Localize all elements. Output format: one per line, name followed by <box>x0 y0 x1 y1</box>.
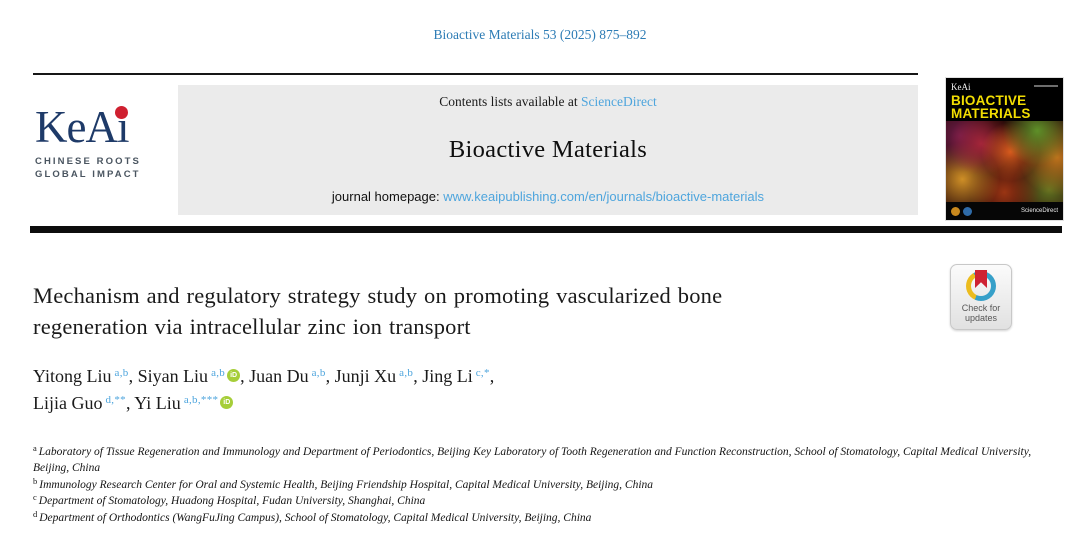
author-affiliation-superscript: a,b <box>211 367 226 379</box>
cover-keai-brand: KeAi <box>951 82 971 92</box>
keai-tagline-line2: GLOBAL IMPACT <box>35 169 141 180</box>
author-line-2: Lijia Guo d,**, Yi Liu a,b,*** iD <box>33 390 494 417</box>
check-for-updates-label: Check for updates <box>961 303 1001 323</box>
author-name: Yi Liu <box>134 393 181 413</box>
keai-tagline: CHINESE ROOTS GLOBAL IMPACT <box>35 155 180 181</box>
homepage-url-link[interactable]: www.keaipublishing.com/en/journals/bioac… <box>443 189 765 204</box>
journal-citation: Bioactive Materials 53 (2025) 875–892 <box>433 27 647 42</box>
affiliation-marker: d <box>33 508 38 519</box>
article-title: Mechanism and regulatory strategy study … <box>33 280 722 342</box>
sciencedirect-link[interactable]: ScienceDirect <box>581 94 657 109</box>
orcid-icon[interactable]: iD <box>220 396 234 409</box>
cover-badge-orange-icon <box>951 206 960 216</box>
affiliation: d Department of Orthodontics (WangFuJing … <box>33 508 1035 526</box>
header-divider-bar <box>30 226 1062 233</box>
article-title-line2: regeneration via intracellular zinc ion … <box>33 314 471 339</box>
author-affiliation-superscript: a,b <box>311 367 326 379</box>
affiliation-marker: b <box>33 475 38 486</box>
cover-badge-blue-icon <box>963 206 972 216</box>
journal-cover-thumbnail: KeAi BIOACTIVE MATERIALS ScienceDirect <box>946 78 1063 220</box>
author-affiliation-superscript: a,b,*** <box>183 394 219 406</box>
affiliation-marker: c <box>33 492 37 503</box>
affiliation-text: Laboratory of Tissue Regeneration and Im… <box>33 446 1032 475</box>
affiliation-marker: a <box>33 443 37 453</box>
affiliation: c Department of Stomatology, Huadong Hosp… <box>33 493 1035 509</box>
orcid-icon[interactable]: iD <box>227 369 241 382</box>
author-name: Juan Du <box>249 366 309 386</box>
affiliation-text: Department of Orthodontics (WangFuJing C… <box>39 511 592 524</box>
author-list: Yitong Liu a,b, Siyan Liu a,b iD, Juan Du a,… <box>33 363 494 417</box>
affiliations: a Laboratory of Tissue Regeneration and I… <box>33 444 1035 526</box>
homepage-prefix: journal homepage: <box>331 189 444 204</box>
keai-wordmark: KeAi <box>35 102 129 152</box>
cover-artwork <box>946 121 1063 202</box>
author-name: Junji Xu <box>334 366 397 386</box>
author-name: Yitong Liu <box>33 366 112 386</box>
affiliation-text: Department of Stomatology, Huadong Hospi… <box>38 495 426 508</box>
homepage-line: journal homepage: www.keaipublishing.com… <box>332 189 764 204</box>
keai-logo-red-dot-icon <box>115 106 128 119</box>
affiliation: a Laboratory of Tissue Regeneration and I… <box>33 444 1035 477</box>
contents-line: Contents lists available at ScienceDirec… <box>439 94 656 110</box>
keai-logo: KeAi CHINESE ROOTS GLOBAL IMPACT <box>35 102 180 181</box>
author-affiliation-superscript: d,** <box>105 394 126 406</box>
article-title-line1: Mechanism and regulatory strategy study … <box>33 283 723 308</box>
top-rule <box>33 73 918 75</box>
journal-title: Bioactive Materials <box>448 135 648 163</box>
journal-masthead-box: Contents lists available at ScienceDirec… <box>178 85 918 215</box>
crossmark-bookmark-icon <box>975 270 987 288</box>
check-for-updates-label-line2: updates <box>964 312 997 323</box>
affiliation: b Immunology Research Center for Oral and… <box>33 477 1035 493</box>
cover-title-line2: MATERIALS <box>951 106 1031 121</box>
cover-title: BIOACTIVE MATERIALS <box>951 93 1031 121</box>
affiliation-text: Immunology Research Center for Oral and … <box>39 478 654 491</box>
author-name: Siyan Liu <box>137 366 209 386</box>
author-name: Lijia Guo <box>33 393 103 413</box>
author-name: Jing Li <box>422 366 473 386</box>
author-affiliation-superscript: c,* <box>475 367 490 379</box>
author-affiliation-superscript: a,b <box>114 367 129 379</box>
cover-title-line1: BIOACTIVE <box>951 93 1027 108</box>
contents-prefix: Contents lists available at <box>439 94 581 109</box>
cover-issn-text <box>1034 85 1058 87</box>
check-for-updates-badge[interactable]: Check for updates <box>950 264 1012 330</box>
crossmark-icon <box>966 270 996 301</box>
author-line-1: Yitong Liu a,b, Siyan Liu a,b iD, Juan Du a,… <box>33 366 495 386</box>
check-for-updates-label-line1: Check for <box>961 303 1001 313</box>
keai-tagline-line1: CHINESE ROOTS <box>35 156 141 167</box>
cover-sciencedirect-label: ScienceDirect <box>1020 208 1058 214</box>
cover-footer: ScienceDirect <box>946 202 1063 220</box>
author-affiliation-superscript: a,b <box>399 367 414 379</box>
